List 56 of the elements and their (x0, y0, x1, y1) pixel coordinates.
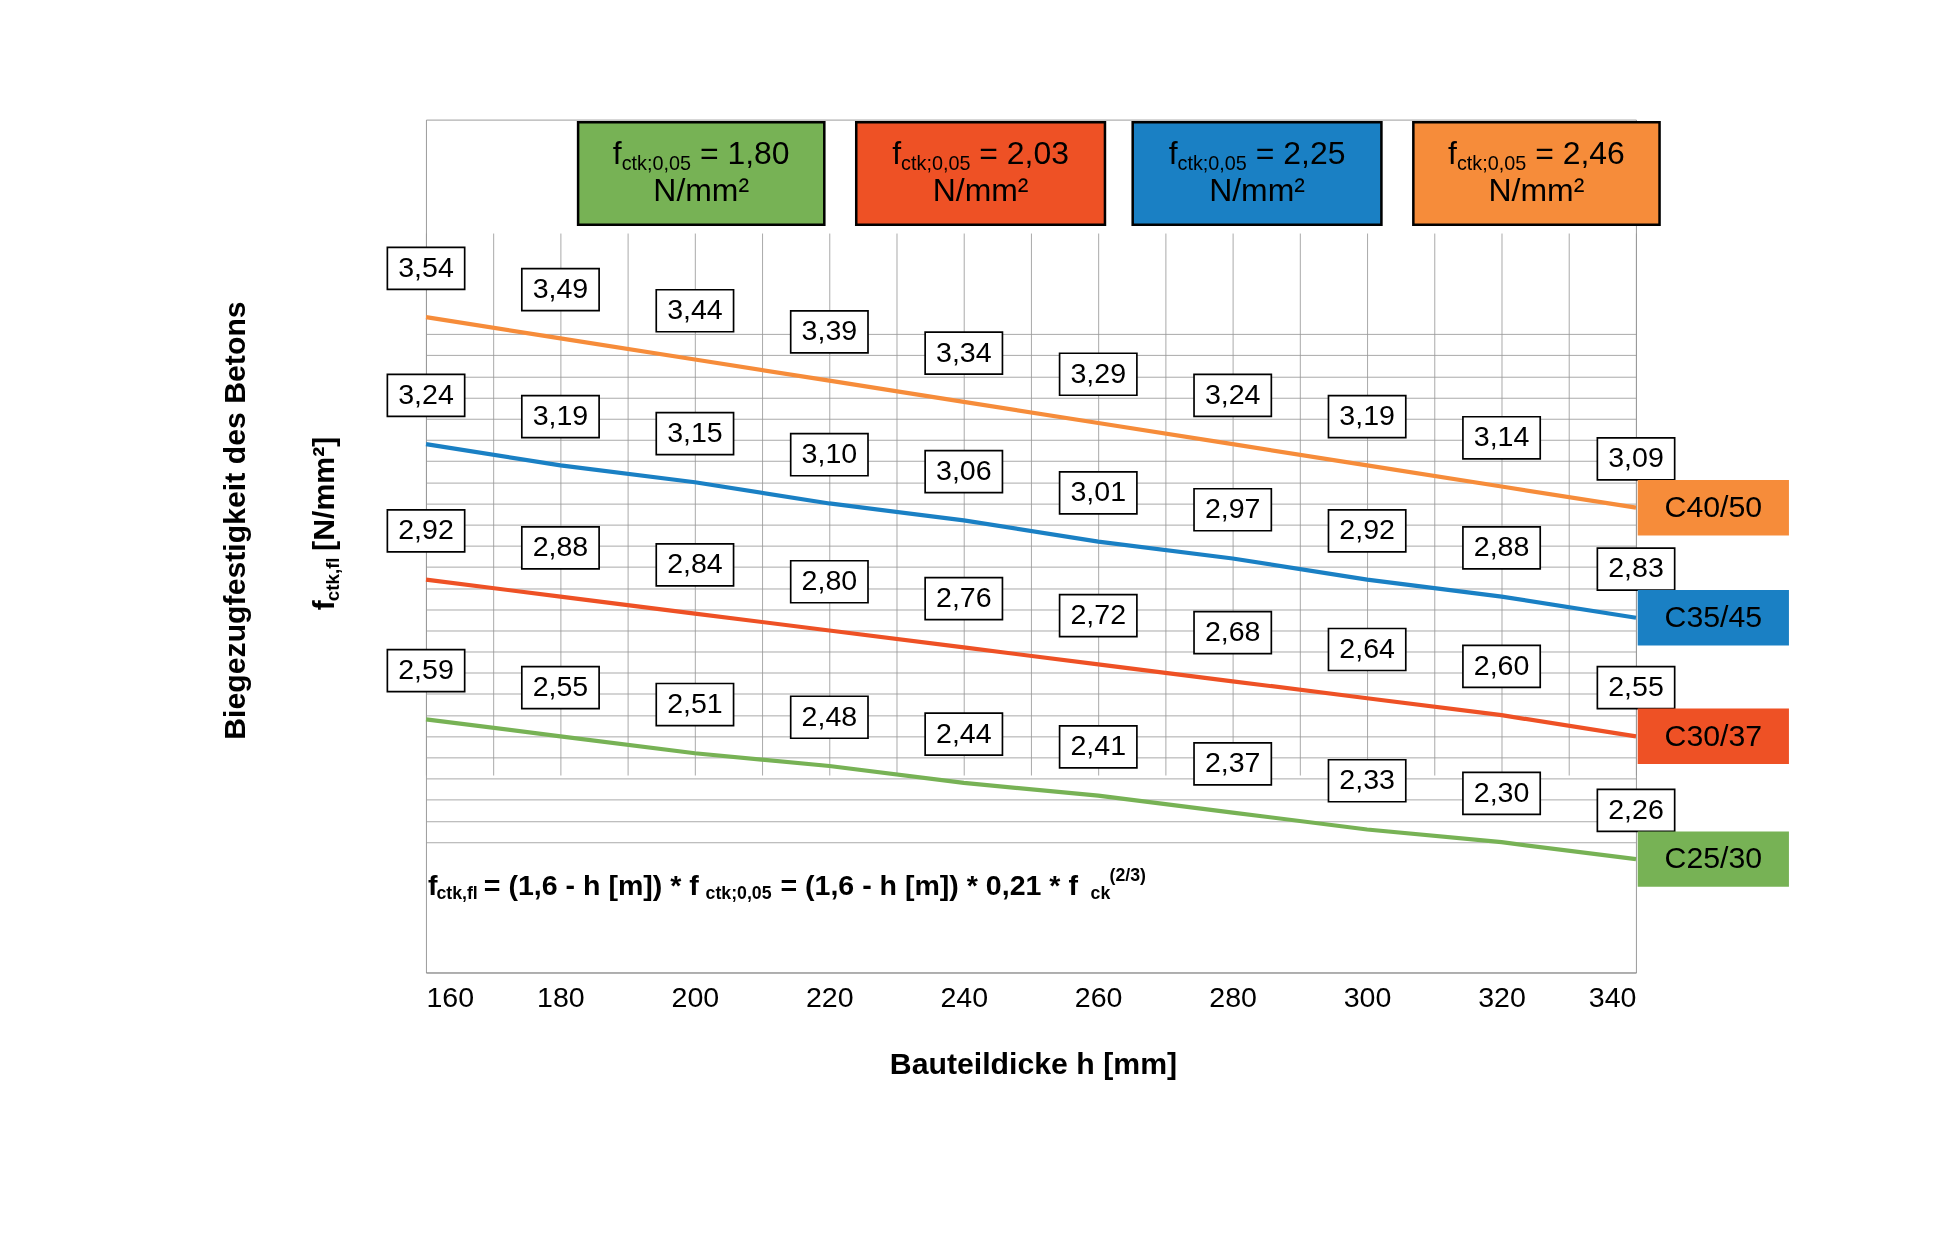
x-tick-label: 160 (426, 981, 475, 1014)
data-label: 3,49 (532, 271, 589, 304)
data-label: 3,44 (667, 293, 723, 326)
data-label: 3,24 (1204, 377, 1261, 410)
data-label: 2,44 (936, 716, 992, 749)
data-label: 2,55 (1608, 670, 1664, 702)
data-label: 3,10 (801, 437, 858, 470)
data-label: 3,24 (398, 377, 454, 410)
data-label: 2,92 (398, 513, 454, 546)
data-label: 2,76 (936, 581, 992, 614)
data-label: 2,88 (1473, 530, 1530, 563)
text: Biegezugfestigkeit des Betons fctk,fl [N/mm²] (217, 301, 343, 740)
data-label: 3,09 (1608, 441, 1664, 474)
x-tick-label: 260 (1074, 981, 1123, 1014)
data-label: 2,68 (1204, 614, 1261, 647)
data-label: 3,15 (667, 415, 723, 448)
data-label: 2,55 (532, 670, 589, 702)
data-label: 2,72 (1070, 598, 1127, 631)
data-label: 2,83 (1608, 551, 1664, 584)
data-label: 3,14 (1473, 420, 1530, 453)
data-label: 2,92 (1339, 513, 1395, 546)
data-label: 3,19 (532, 399, 589, 432)
data-label: 2,88 (532, 530, 589, 563)
x-tick-label: 200 (671, 981, 720, 1014)
data-label: 3,39 (801, 314, 858, 347)
data-label: 2,41 (1070, 729, 1127, 762)
data-label: 2,80 (801, 564, 858, 597)
data-label: 3,19 (1339, 399, 1395, 432)
x-tick-label: 280 (1209, 981, 1257, 1014)
x-tick-label: 340 (1588, 981, 1637, 1014)
series-label: C30/37 (1664, 718, 1763, 752)
data-label: 2,84 (667, 547, 723, 580)
x-tick-label: 220 (805, 981, 854, 1014)
series-label: C35/45 (1664, 600, 1763, 634)
data-label: 3,06 (936, 454, 992, 487)
data-label: 2,26 (1608, 792, 1664, 825)
data-label: 2,64 (1339, 631, 1396, 664)
data-label: 2,51 (667, 686, 723, 719)
data-label: 2,30 (1473, 775, 1530, 808)
data-label: 2,97 (1204, 492, 1261, 525)
x-tick-label: 180 (537, 981, 585, 1014)
data-label: 3,01 (1070, 475, 1127, 508)
data-label: 3,29 (1070, 356, 1127, 389)
data-label: 2,60 (1473, 648, 1530, 681)
data-label: 3,54 (398, 250, 454, 283)
data-label: 2,59 (398, 653, 454, 686)
data-label: 2,33 (1339, 763, 1395, 796)
series-label: C25/30 (1664, 841, 1763, 875)
x-tick-label: 300 (1343, 981, 1392, 1014)
x-tick-label: 320 (1478, 981, 1526, 1014)
data-label: 2,48 (801, 699, 858, 732)
data-label: 3,34 (936, 335, 992, 368)
series-label: C40/50 (1664, 489, 1763, 523)
data-label: 2,37 (1204, 746, 1261, 779)
x-axis-title: Bauteildicke h [mm] (889, 1047, 1178, 1081)
x-tick-label: 240 (940, 981, 989, 1014)
